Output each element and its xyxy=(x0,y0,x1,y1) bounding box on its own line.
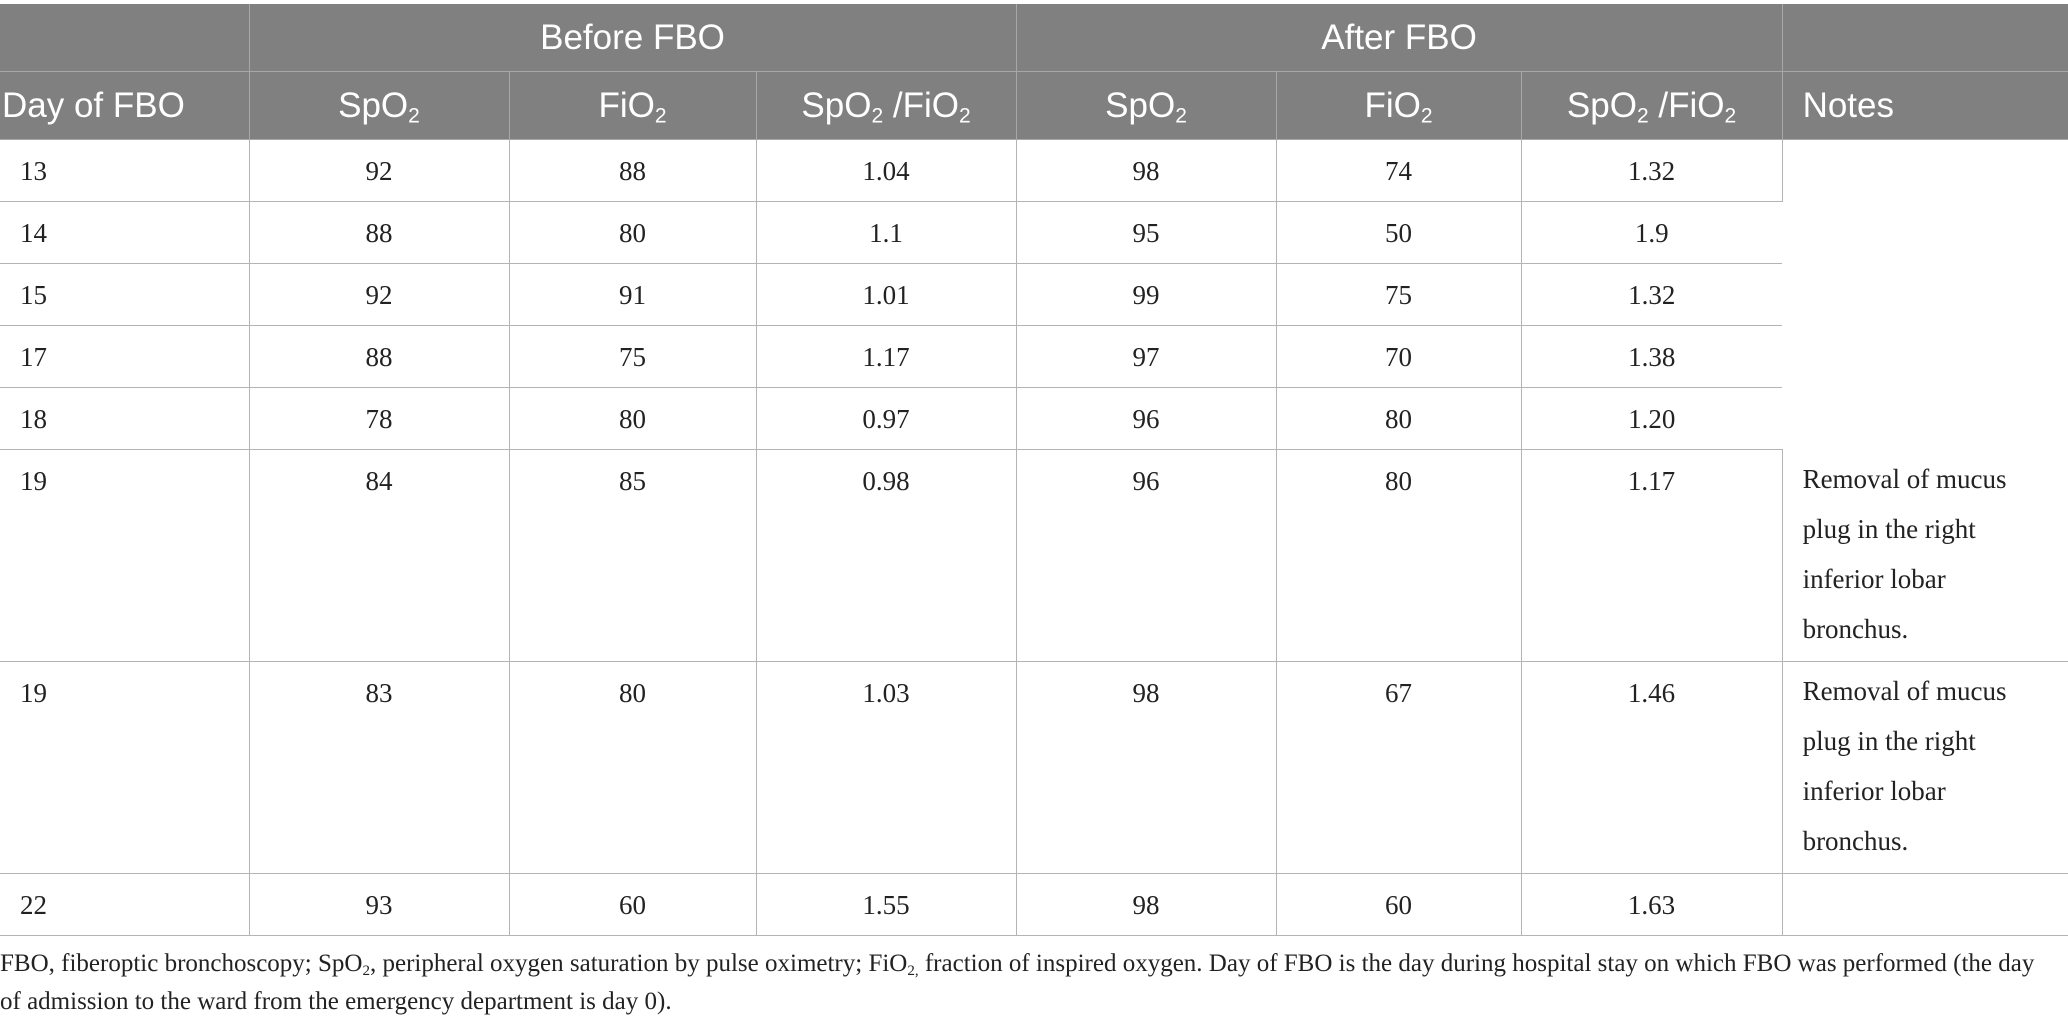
cell-before-spo2: 88 xyxy=(249,201,510,264)
cell-after-fio2: 70 xyxy=(1276,325,1522,388)
cell-after-ratio: 1.17 xyxy=(1521,449,1783,662)
cell-after-fio2: 80 xyxy=(1276,387,1522,450)
col-header-before-fio2: FiO2 xyxy=(509,71,757,140)
cell-after-ratio: 1.46 xyxy=(1521,661,1783,874)
cell-before-spo2: 78 xyxy=(249,387,510,450)
cell-before-ratio: 1.55 xyxy=(756,873,1017,936)
cell-before-ratio: 0.98 xyxy=(756,449,1017,662)
cell-before-fio2: 80 xyxy=(509,201,757,264)
cell-before-fio2: 80 xyxy=(509,661,757,874)
cell-day: 13 xyxy=(0,139,250,202)
cell-before-fio2: 91 xyxy=(509,263,757,326)
cell-day: 14 xyxy=(0,201,250,264)
cell-after-spo2: 99 xyxy=(1016,263,1277,326)
cell-after-spo2: 96 xyxy=(1016,449,1277,662)
cell-after-fio2: 80 xyxy=(1276,449,1522,662)
col-header-after-spo2: SpO2 xyxy=(1016,71,1277,140)
group-header-after: After FBO xyxy=(1016,4,1783,72)
table-row: 17 88 75 1.17 97 70 1.38 xyxy=(0,325,2068,388)
cell-notes: Removal of mucus plug in the right infer… xyxy=(1782,449,2068,662)
cell-after-ratio: 1.63 xyxy=(1521,873,1783,936)
cell-after-fio2: 50 xyxy=(1276,201,1522,264)
cell-after-fio2: 67 xyxy=(1276,661,1522,874)
col-header-before-spo2: SpO2 xyxy=(249,71,510,140)
cell-before-ratio: 1.17 xyxy=(756,325,1017,388)
cell-after-spo2: 98 xyxy=(1016,661,1277,874)
table-row: 13 92 88 1.04 98 74 1.32 xyxy=(0,139,2068,202)
cell-after-spo2: 95 xyxy=(1016,201,1277,264)
cell-day: 15 xyxy=(0,263,250,326)
table-row: 18 78 80 0.97 96 80 1.20 xyxy=(0,387,2068,450)
cell-before-ratio: 1.03 xyxy=(756,661,1017,874)
cell-after-ratio: 1.38 xyxy=(1521,325,1783,388)
cell-notes xyxy=(1782,873,2068,936)
cell-day: 17 xyxy=(0,325,250,388)
group-header-blank-notes xyxy=(1782,4,2068,72)
cell-notes: Removal of mucus plug in the right infer… xyxy=(1782,661,2068,874)
cell-day: 22 xyxy=(0,873,250,936)
cell-after-fio2: 75 xyxy=(1276,263,1522,326)
col-header-notes: Notes xyxy=(1782,71,2068,140)
cell-before-ratio: 0.97 xyxy=(756,387,1017,450)
group-header-blank xyxy=(0,4,250,72)
table-row: 22 93 60 1.55 98 60 1.63 xyxy=(0,873,2068,936)
cell-after-spo2: 98 xyxy=(1016,873,1277,936)
cell-before-spo2: 88 xyxy=(249,325,510,388)
cell-before-spo2: 84 xyxy=(249,449,510,662)
cell-after-fio2: 60 xyxy=(1276,873,1522,936)
column-header-row: Day of FBO SpO2 FiO2 SpO2 /FiO2 SpO2 FiO… xyxy=(0,71,2068,140)
col-header-before-ratio: SpO2 /FiO2 xyxy=(756,71,1017,140)
cell-notes-merged xyxy=(1782,140,2068,450)
cell-after-ratio: 1.32 xyxy=(1521,139,1783,202)
cell-before-fio2: 85 xyxy=(509,449,757,662)
col-header-after-fio2: FiO2 xyxy=(1276,71,1522,140)
cell-before-ratio: 1.1 xyxy=(756,201,1017,264)
table-row: 14 88 80 1.1 95 50 1.9 xyxy=(0,201,2068,264)
cell-before-spo2: 92 xyxy=(249,139,510,202)
cell-day: 19 xyxy=(0,449,250,662)
cell-before-fio2: 60 xyxy=(509,873,757,936)
table-row: 19 83 80 1.03 98 67 1.46 Removal of mucu… xyxy=(0,661,2068,874)
cell-before-ratio: 1.04 xyxy=(756,139,1017,202)
table-footnote: FBO, fiberoptic bronchoscopy; SpO2, peri… xyxy=(0,950,2035,1015)
col-header-day: Day of FBO xyxy=(0,71,250,140)
cell-after-ratio: 1.9 xyxy=(1521,201,1783,264)
cell-before-spo2: 92 xyxy=(249,263,510,326)
group-header-row: Before FBO After FBO xyxy=(0,4,2068,72)
cell-after-ratio: 1.20 xyxy=(1521,387,1783,450)
cell-before-fio2: 80 xyxy=(509,387,757,450)
cell-day: 18 xyxy=(0,387,250,450)
cell-before-fio2: 75 xyxy=(509,325,757,388)
cell-before-ratio: 1.01 xyxy=(756,263,1017,326)
table-row: 19 84 85 0.98 96 80 1.17 Removal of mucu… xyxy=(0,449,2068,662)
cell-after-spo2: 96 xyxy=(1016,387,1277,450)
cell-day: 19 xyxy=(0,661,250,874)
cell-after-fio2: 74 xyxy=(1276,139,1522,202)
cell-before-spo2: 83 xyxy=(249,661,510,874)
cell-after-ratio: 1.32 xyxy=(1521,263,1783,326)
table-row: 15 92 91 1.01 99 75 1.32 xyxy=(0,263,2068,326)
group-header-before: Before FBO xyxy=(249,4,1017,72)
cell-before-fio2: 88 xyxy=(509,139,757,202)
col-header-after-ratio: SpO2 /FiO2 xyxy=(1521,71,1783,140)
fbo-data-table: Before FBO After FBO Day of FBO SpO2 FiO… xyxy=(0,4,2068,936)
cell-before-spo2: 93 xyxy=(249,873,510,936)
cell-after-spo2: 98 xyxy=(1016,139,1277,202)
cell-after-spo2: 97 xyxy=(1016,325,1277,388)
